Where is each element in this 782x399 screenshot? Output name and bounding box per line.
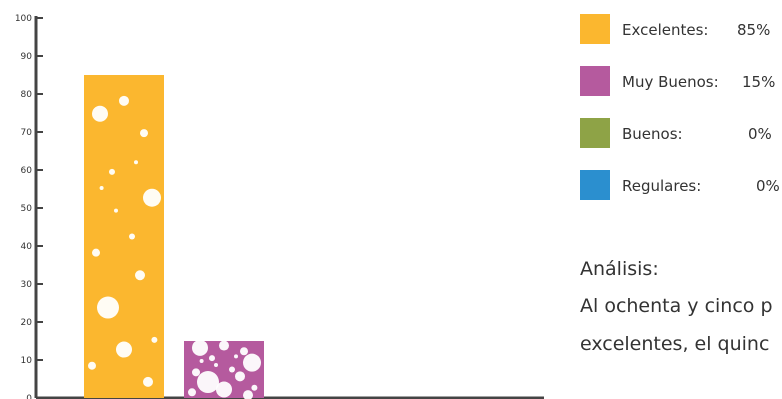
legend-swatch-regulares	[580, 170, 610, 200]
y-tick-label-10: 10	[21, 356, 33, 366]
bar-splatter-excelentes-7	[97, 296, 119, 319]
y-tick-label-50: 50	[21, 204, 33, 214]
legend: Excelentes: 85% Muy Buenos: 15% Buenos: …	[580, 14, 782, 222]
legend-swatch-muy-buenos	[580, 66, 610, 96]
legend-item-excelentes: Excelentes: 85%	[580, 14, 782, 44]
legend-label-buenos: Buenos:	[622, 125, 683, 143]
legend-value-excelentes: 85%	[737, 21, 771, 39]
y-tick-label-30: 30	[21, 280, 33, 290]
legend-label-regulares: Regulares:	[622, 177, 702, 195]
bar-splatter-excelentes-12	[114, 208, 118, 213]
analysis-title: Análisis:	[580, 258, 659, 280]
bar-splatter-excelentes-6	[129, 233, 135, 240]
bar-splatter-muy-buenos-1	[219, 340, 229, 351]
analysis-section: Análisis: Al ochenta y cinco p excelente…	[580, 258, 782, 360]
legend-swatch-buenos	[580, 118, 610, 148]
bar-splatter-muy-buenos-11	[251, 384, 258, 391]
legend-swatch-excelentes	[580, 14, 610, 44]
bar-splatter-excelentes-9	[116, 341, 132, 358]
analysis-text-line-1: Al ochenta y cinco p	[580, 295, 773, 317]
bar-splatter-muy-buenos-10	[188, 388, 196, 397]
bar-splatter-excelentes-5	[92, 248, 100, 257]
y-tick-label-100: 100	[15, 14, 32, 24]
y-tick-label-80: 80	[21, 90, 33, 100]
bar-splatter-muy-buenos-8	[235, 371, 245, 382]
bar-splatter-muy-buenos-7	[197, 371, 219, 394]
bar-splatter-excelentes-3	[109, 168, 115, 175]
bar-splatter-muy-buenos-3	[209, 355, 215, 362]
legend-value-buenos: 0%	[748, 125, 772, 143]
bar-splatter-excelentes-1	[119, 95, 129, 106]
bar-splatter-muy-buenos-6	[229, 366, 235, 373]
y-tick-label-0: 0	[26, 394, 32, 399]
legend-label-muy-buenos: Muy Buenos:	[622, 73, 719, 91]
y-tick-label-90: 90	[21, 52, 33, 62]
legend-value-regulares: 0%	[756, 177, 780, 195]
bar-splatter-excelentes-11	[151, 336, 158, 343]
bar-splatter-muy-buenos-5	[192, 368, 200, 377]
legend-value-muy-buenos: 15%	[742, 73, 776, 91]
legend-item-muy-buenos: Muy Buenos: 15%	[580, 66, 782, 96]
bar-splatter-excelentes-10	[88, 361, 96, 370]
bar-splatter-muy-buenos-9	[216, 381, 232, 398]
bar-splatter-excelentes-2	[140, 129, 148, 138]
bar-splatter-muy-buenos-12	[214, 362, 218, 367]
bar-splatter-muy-buenos-14	[199, 358, 204, 363]
bar-splatter-excelentes-15	[143, 376, 153, 387]
bar-splatter-excelentes-0	[92, 105, 108, 122]
bar-splatter-muy-buenos-4	[243, 353, 261, 372]
y-tick-label-70: 70	[21, 128, 33, 138]
bar-splatter-excelentes-14	[99, 186, 104, 191]
y-tick-label-40: 40	[21, 242, 33, 252]
chart-canvas: 0 10 20 30 40 50 60 70 80 90 100	[15, 14, 544, 399]
bar-splatter-muy-buenos-0	[192, 339, 208, 356]
y-tick-label-60: 60	[21, 166, 33, 176]
y-tick-label-20: 20	[21, 318, 33, 328]
bar-splatter-muy-buenos-2	[240, 347, 248, 356]
analysis-text-line-2: excelentes, el quinc	[580, 333, 770, 355]
bar-chart: 0 10 20 30 40 50 60 70 80 90 100	[15, 14, 544, 399]
bar-splatter-excelentes-8	[135, 270, 145, 281]
legend-item-regulares: Regulares: 0%	[580, 170, 782, 200]
bar-splatter-muy-buenos-15	[243, 390, 253, 399]
bar-splatter-excelentes-4	[143, 188, 161, 207]
legend-label-excelentes: Excelentes:	[622, 21, 709, 39]
bar-splatter-muy-buenos-13	[234, 354, 238, 359]
legend-item-buenos: Buenos: 0%	[580, 118, 782, 148]
bar-splatter-excelentes-13	[134, 160, 138, 165]
